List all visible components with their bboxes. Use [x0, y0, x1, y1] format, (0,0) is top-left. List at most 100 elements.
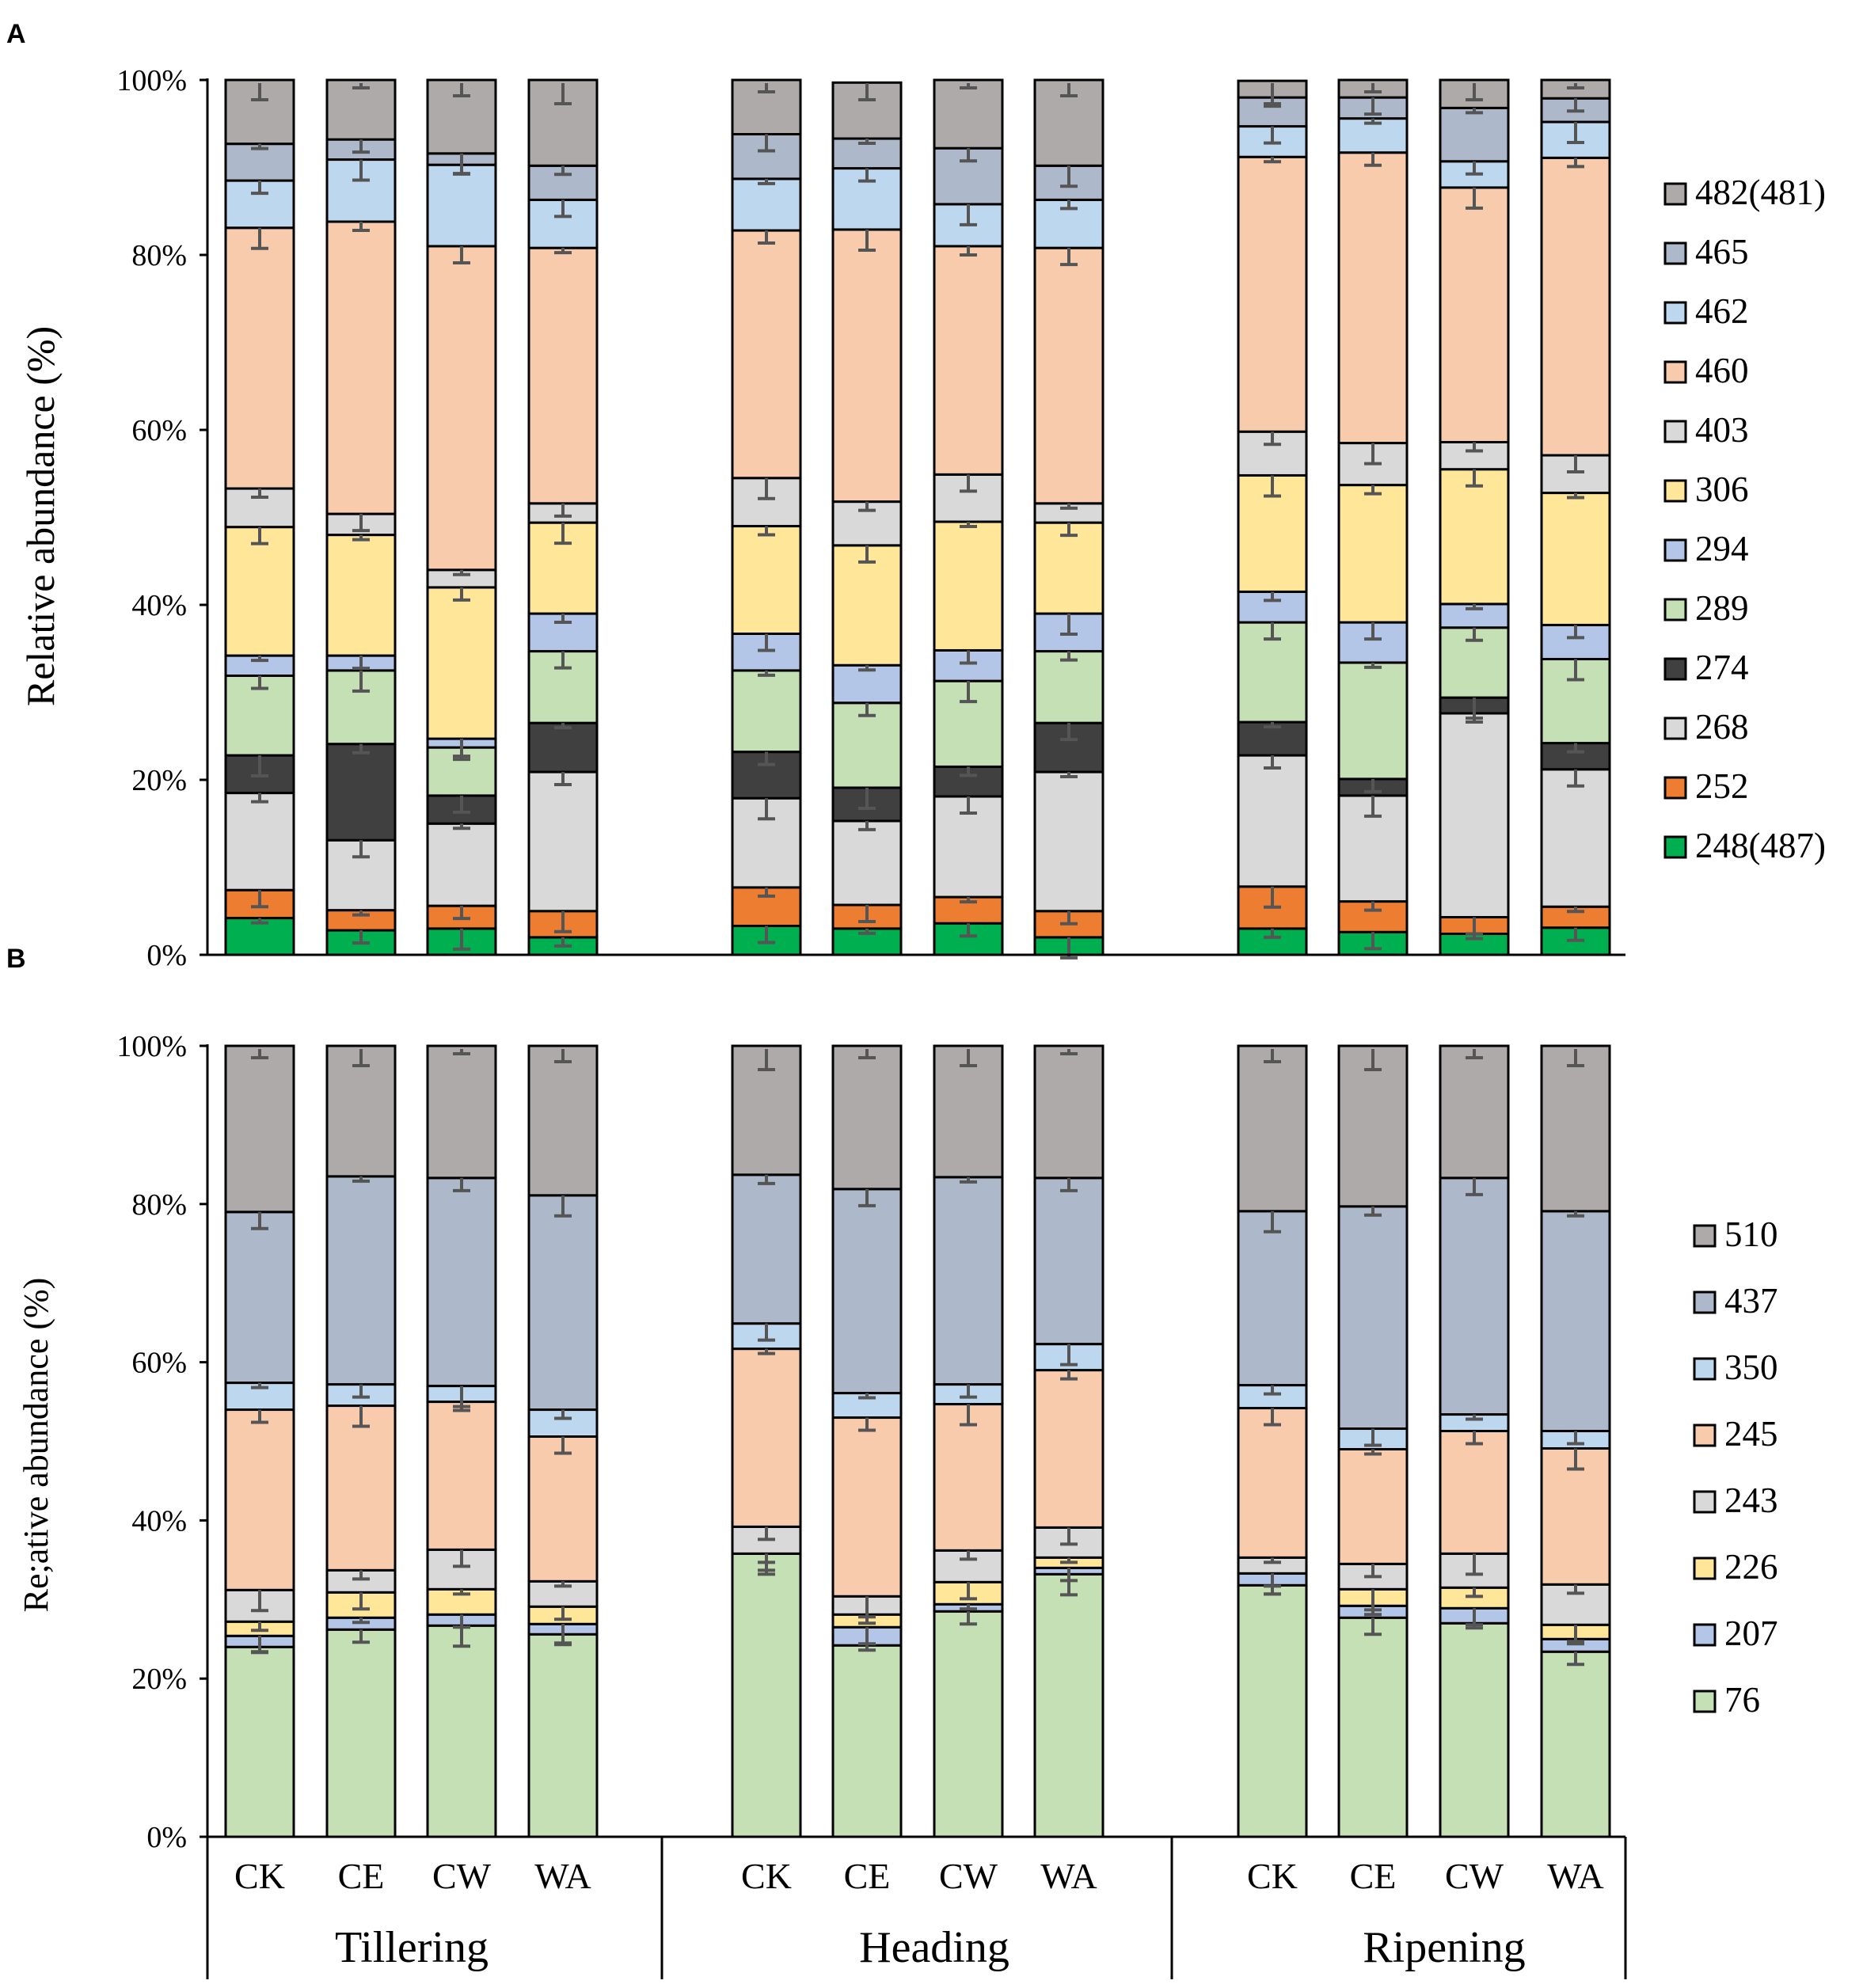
legend-swatch: [1663, 301, 1687, 325]
b-errbar-2-0: [352, 1629, 370, 1644]
a-errbar-5-7: [758, 477, 775, 500]
b-errbar-7-3: [960, 1550, 977, 1561]
a-errbar-12-11: [1567, 83, 1584, 89]
a-errbar-4-10: [554, 165, 572, 177]
a-errbar-5-1: [758, 887, 775, 898]
b-errbar-11-5: [1466, 1414, 1483, 1421]
a-errbar-9-11: [1264, 83, 1281, 105]
a-errbar-9-5: [1264, 591, 1281, 602]
a-bar-10-seg-306: [1337, 484, 1409, 624]
legend-swatch: [1663, 420, 1687, 443]
a-errbar-5-6: [758, 526, 775, 537]
b-ytick-label: 60%: [131, 1347, 187, 1380]
a-errbar-1-4: [251, 675, 268, 690]
a-errbar-2-3: [352, 743, 370, 755]
legend-label: 268: [1695, 707, 1749, 747]
panel-a-y-axis-label: Relative abundance (%): [18, 326, 63, 706]
b-errbar-4-7: [554, 1049, 572, 1063]
b-bar-6-seg-76: [831, 1644, 903, 1838]
x-category-label-11: CW: [1445, 1856, 1504, 1896]
x-category-label-1: CK: [234, 1856, 285, 1896]
a-legend-item: 274: [1663, 648, 1749, 687]
b-errbar-10-5: [1364, 1428, 1382, 1447]
a-bar-6-seg-306: [831, 544, 903, 667]
b-errbar-11-4: [1466, 1431, 1483, 1446]
a-errbar-7-10: [960, 148, 977, 163]
b-errbar-9-4: [1264, 1408, 1281, 1427]
b-errbar-7-1: [960, 1604, 977, 1611]
a-errbar-4-7: [554, 503, 572, 518]
a-errbar-8-9: [1060, 200, 1078, 211]
legend-label: 207: [1724, 1614, 1778, 1653]
b-bar-9-seg-437: [1237, 1210, 1308, 1387]
a-errbar-8-7: [1060, 503, 1078, 510]
a-errbar-1-10: [251, 143, 268, 150]
b-errbar-10-7: [1364, 1049, 1382, 1071]
b-errbar-3-5: [453, 1386, 470, 1408]
b-ytick-label: 80%: [131, 1188, 187, 1222]
b-bar-4-seg-510: [527, 1044, 599, 1197]
a-errbar-11-3: [1466, 698, 1483, 720]
b-errbar-10-2: [1364, 1589, 1382, 1612]
panel-a-bars: [224, 78, 1611, 960]
a-errbar-7-5: [960, 650, 977, 665]
b-errbar-5-6: [758, 1174, 775, 1185]
a-errbar-9-4: [1264, 622, 1281, 641]
b-bar-6-seg-437: [831, 1188, 903, 1395]
b-errbar-9-3: [1264, 1557, 1281, 1564]
legend-label: 245: [1724, 1414, 1778, 1454]
b-errbar-10-4: [1364, 1449, 1382, 1456]
panel-b-legend: 510 437 350 245 243 226 207 76: [1693, 1214, 1778, 1720]
x-category-label-7: CW: [939, 1856, 998, 1896]
a-errbar-3-5: [453, 739, 470, 762]
a-errbar-12-4: [1567, 659, 1584, 682]
legend-swatch: [1693, 1490, 1717, 1514]
a-errbar-6-4: [858, 702, 876, 717]
a-errbar-12-2: [1567, 769, 1584, 788]
b-errbar-6-3: [858, 1596, 876, 1619]
legend-swatch: [1663, 479, 1687, 503]
a-errbar-8-10: [1060, 165, 1078, 188]
b-bar-1-seg-437: [224, 1211, 295, 1385]
legend-swatch: [1693, 1357, 1717, 1381]
b-errbar-4-3: [554, 1581, 572, 1588]
a-errbar-10-2: [1364, 795, 1382, 818]
a-errbar-9-1: [1264, 886, 1281, 909]
a-errbar-12-3: [1567, 743, 1584, 754]
legend-swatch: [1693, 1290, 1717, 1314]
a-errbar-11-10: [1466, 108, 1483, 115]
a-errbar-8-11: [1060, 83, 1078, 97]
b-errbar-1-3: [251, 1590, 268, 1613]
x-category-label-12: WA: [1547, 1856, 1604, 1896]
b-legend-item: 243: [1693, 1481, 1778, 1520]
a-errbar-5-10: [758, 134, 775, 153]
a-bar-3-seg-268: [426, 822, 497, 907]
b-errbar-11-7: [1466, 1049, 1483, 1059]
a-errbar-1-1: [251, 890, 268, 909]
a-errbar-4-1: [554, 910, 572, 933]
x-category-label-3: CW: [432, 1856, 492, 1896]
a-bar-4-seg-274: [527, 721, 599, 774]
a-bar-8-seg-306: [1033, 521, 1104, 615]
legend-label: 403: [1695, 410, 1749, 450]
b-ytick-label: 100%: [116, 1030, 187, 1063]
a-bar-4-seg-268: [527, 770, 599, 913]
a-errbar-2-0: [352, 930, 370, 945]
b-errbar-2-7: [352, 1049, 370, 1067]
a-errbar-10-0: [1364, 932, 1382, 951]
a-ytick-label: 100%: [116, 64, 187, 97]
a-errbar-6-3: [858, 787, 876, 810]
b-errbar-11-6: [1466, 1177, 1483, 1196]
a-errbar-6-11: [858, 83, 876, 101]
b-errbar-6-0: [858, 1645, 876, 1652]
b-bar-12-seg-245: [1540, 1446, 1611, 1586]
a-bar-2-seg-460: [325, 220, 397, 515]
b-bar-8-seg-76: [1033, 1572, 1104, 1838]
a-errbar-2-11: [352, 83, 370, 89]
b-bar-4-seg-76: [527, 1633, 599, 1838]
a-errbar-8-3: [1060, 723, 1078, 742]
b-errbar-8-3: [1060, 1527, 1078, 1546]
a-errbar-4-9: [554, 200, 572, 219]
a-errbar-1-11: [251, 83, 268, 101]
